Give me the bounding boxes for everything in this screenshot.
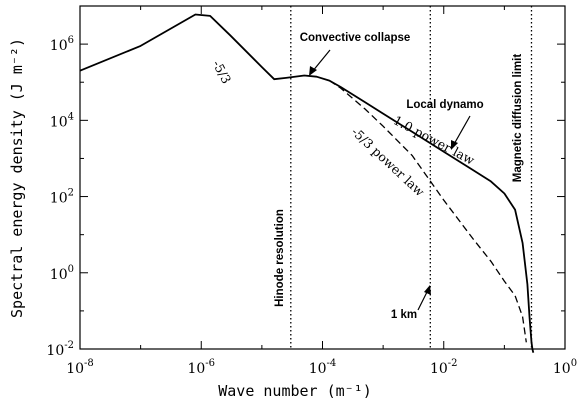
annotation-1km: 1 km — [391, 309, 417, 321]
series-dashed-line — [329, 80, 527, 343]
x-tick-label: 10-6 — [187, 358, 215, 377]
y-tick-label: 10-2 — [46, 340, 74, 359]
series-layer — [79, 13, 535, 353]
y-tick-label: 104 — [50, 111, 74, 130]
annotation-convective-collapse: Convective collapse — [300, 32, 411, 44]
x-tick-label: 100 — [553, 358, 577, 377]
plot-area — [79, 5, 566, 350]
reference-lines — [290, 6, 533, 349]
vline-label-magnetic: Magnetic diffusion limit — [512, 54, 524, 183]
tick-labels: 10-8 10-6 10-4 10-2 100 10-2 100 102 104 106 — [46, 35, 577, 377]
y-tick-label: 106 — [50, 35, 74, 54]
arrow-local-dynamo — [451, 115, 471, 150]
plot-frame — [79, 5, 566, 350]
annotation-peak-slope: -5/3 — [210, 58, 235, 87]
y-tick-label: 100 — [50, 264, 74, 283]
x-tick-label: 10-4 — [309, 358, 337, 377]
y-tick-label: 102 — [50, 188, 74, 207]
y-axis-title: Spectral energy density (J m⁻²) — [8, 38, 26, 318]
x-tick-label: 10-8 — [66, 358, 94, 377]
x-axis-title: Wave number (m⁻¹) — [218, 382, 372, 400]
x-tick-label: 10-2 — [430, 358, 458, 377]
ticks-layer — [79, 5, 566, 350]
arrow-convective-collapse — [309, 49, 331, 76]
arrow-1km — [417, 285, 431, 311]
annotation-local-dynamo: Local dynamo — [406, 99, 483, 111]
annotation-power-law-1: -1.0 power law — [387, 110, 477, 167]
vline-label-hinode: Hinode resolution — [274, 209, 286, 307]
series-solid-line — [79, 13, 535, 353]
